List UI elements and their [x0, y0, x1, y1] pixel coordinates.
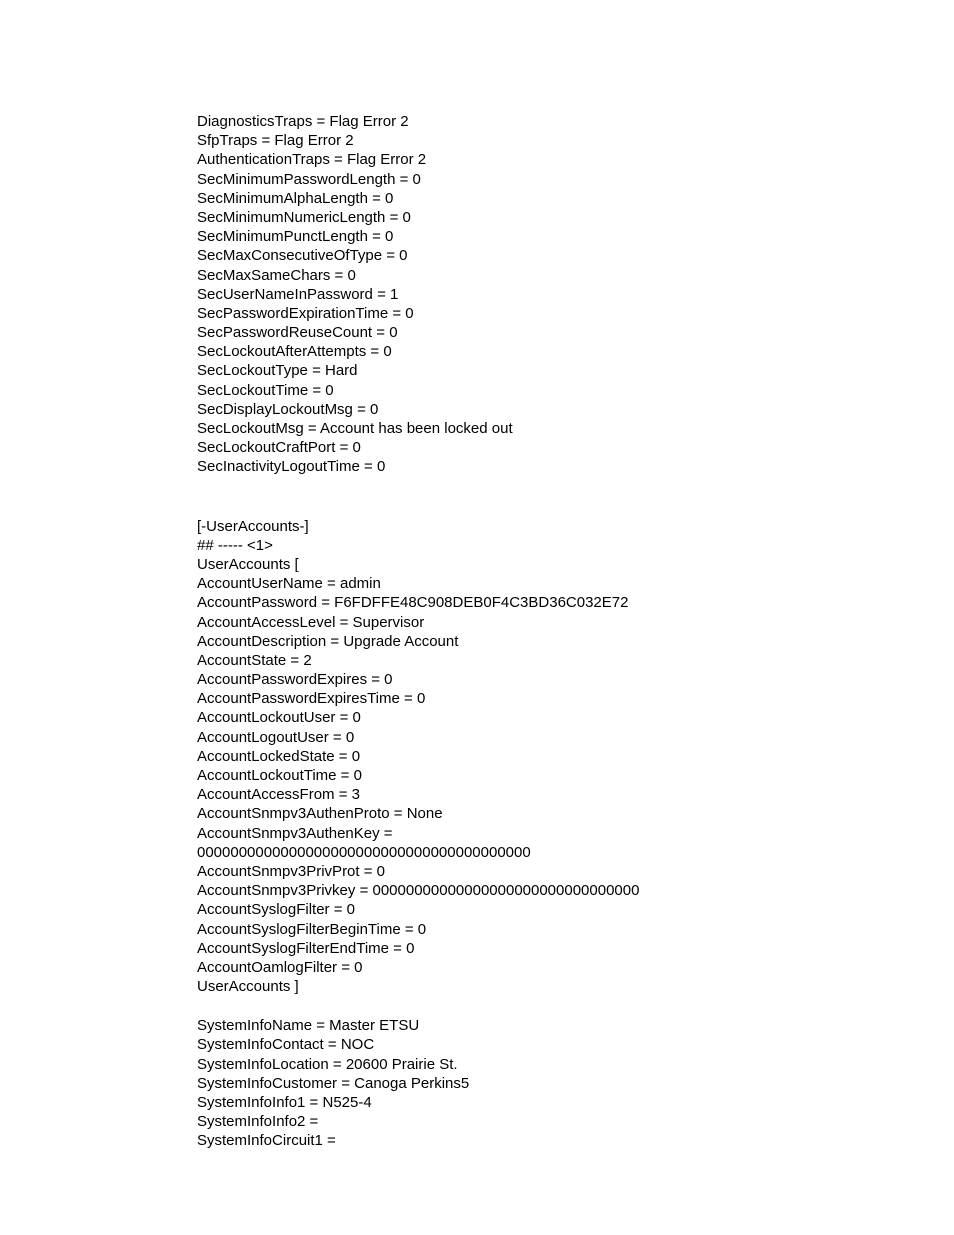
lines-line: SecLockoutType = Hard — [197, 361, 854, 380]
lines2-line: AccountSyslogFilter = 0 — [197, 900, 854, 919]
lines-line: SecMinimumPasswordLength = 0 — [197, 170, 854, 189]
lines2-line: AccountSnmpv3Privkey = 00000000000000000… — [197, 881, 854, 900]
lines2-line: AccountSnmpv3PrivProt = 0 — [197, 862, 854, 881]
lines-line: SecMinimumAlphaLength = 0 — [197, 189, 854, 208]
lines-line: SecLockoutAfterAttempts = 0 — [197, 342, 854, 361]
block-security: DiagnosticsTraps = Flag Error 2SfpTraps … — [197, 112, 854, 477]
lines3-line: SystemInfoContact = NOC — [197, 1035, 854, 1054]
lines-line: SecPasswordReuseCount = 0 — [197, 323, 854, 342]
lines2-line: AccountDescription = Upgrade Account — [197, 632, 854, 651]
lines-line: SecPasswordExpirationTime = 0 — [197, 304, 854, 323]
lines2-line: AccountSyslogFilterBeginTime = 0 — [197, 920, 854, 939]
lines-line: DiagnosticsTraps = Flag Error 2 — [197, 112, 854, 131]
lines3-line: SystemInfoLocation = 20600 Prairie St. — [197, 1055, 854, 1074]
lines2-line: AccountState = 2 — [197, 651, 854, 670]
lines-line: SecLockoutCraftPort = 0 — [197, 438, 854, 457]
lines2-line: UserAccounts [ — [197, 555, 854, 574]
lines2-line: [-UserAccounts-] — [197, 517, 854, 536]
lines3-line: SystemInfoName = Master ETSU — [197, 1016, 854, 1035]
lines-line: SecMaxSameChars = 0 — [197, 266, 854, 285]
lines2-line: AccountPassword = F6FDFFE48C908DEB0F4C3B… — [197, 593, 854, 612]
lines2-line: UserAccounts ] — [197, 977, 854, 996]
lines2-line: AccountSnmpv3AuthenProto = None — [197, 804, 854, 823]
lines-line: AuthenticationTraps = Flag Error 2 — [197, 150, 854, 169]
lines-line: SecMaxConsecutiveOfType = 0 — [197, 246, 854, 265]
lines-line: SecUserNameInPassword = 1 — [197, 285, 854, 304]
lines2-line: AccountLockoutTime = 0 — [197, 766, 854, 785]
lines3-line: SystemInfoInfo2 = — [197, 1112, 854, 1131]
lines-line: SfpTraps = Flag Error 2 — [197, 131, 854, 150]
lines-line: SecDisplayLockoutMsg = 0 — [197, 400, 854, 419]
lines2-line: ## ----- <1> — [197, 536, 854, 555]
config-text-document: DiagnosticsTraps = Flag Error 2SfpTraps … — [0, 0, 954, 1151]
lines2-line: AccountLockedState = 0 — [197, 747, 854, 766]
lines2-line: AccountUserName = admin — [197, 574, 854, 593]
block-system-info: SystemInfoName = Master ETSUSystemInfoCo… — [197, 1016, 854, 1150]
lines-line: SecMinimumNumericLength = 0 — [197, 208, 854, 227]
lines2-line: AccountPasswordExpiresTime = 0 — [197, 689, 854, 708]
lines2-line: AccountOamlogFilter = 0 — [197, 958, 854, 977]
lines3-line: SystemInfoCustomer = Canoga Perkins5 — [197, 1074, 854, 1093]
lines2-line: AccountPasswordExpires = 0 — [197, 670, 854, 689]
lines2-line: AccountAccessLevel = Supervisor — [197, 613, 854, 632]
lines2-line: AccountLockoutUser = 0 — [197, 708, 854, 727]
lines2-line: AccountSnmpv3AuthenKey = — [197, 824, 854, 843]
lines-line: SecLockoutTime = 0 — [197, 381, 854, 400]
lines2-line: AccountSyslogFilterEndTime = 0 — [197, 939, 854, 958]
lines-line: SecMinimumPunctLength = 0 — [197, 227, 854, 246]
lines2-line: AccountAccessFrom = 3 — [197, 785, 854, 804]
lines2-line: 0000000000000000000000000000000000000000 — [197, 843, 854, 862]
lines3-line: SystemInfoInfo1 = N525-4 — [197, 1093, 854, 1112]
lines3-line: SystemInfoCircuit1 = — [197, 1131, 854, 1150]
lines-line: SecLockoutMsg = Account has been locked … — [197, 419, 854, 438]
lines2-line: AccountLogoutUser = 0 — [197, 728, 854, 747]
lines-line: SecInactivityLogoutTime = 0 — [197, 457, 854, 476]
block-user-accounts: [-UserAccounts-]## ----- <1>UserAccounts… — [197, 517, 854, 997]
